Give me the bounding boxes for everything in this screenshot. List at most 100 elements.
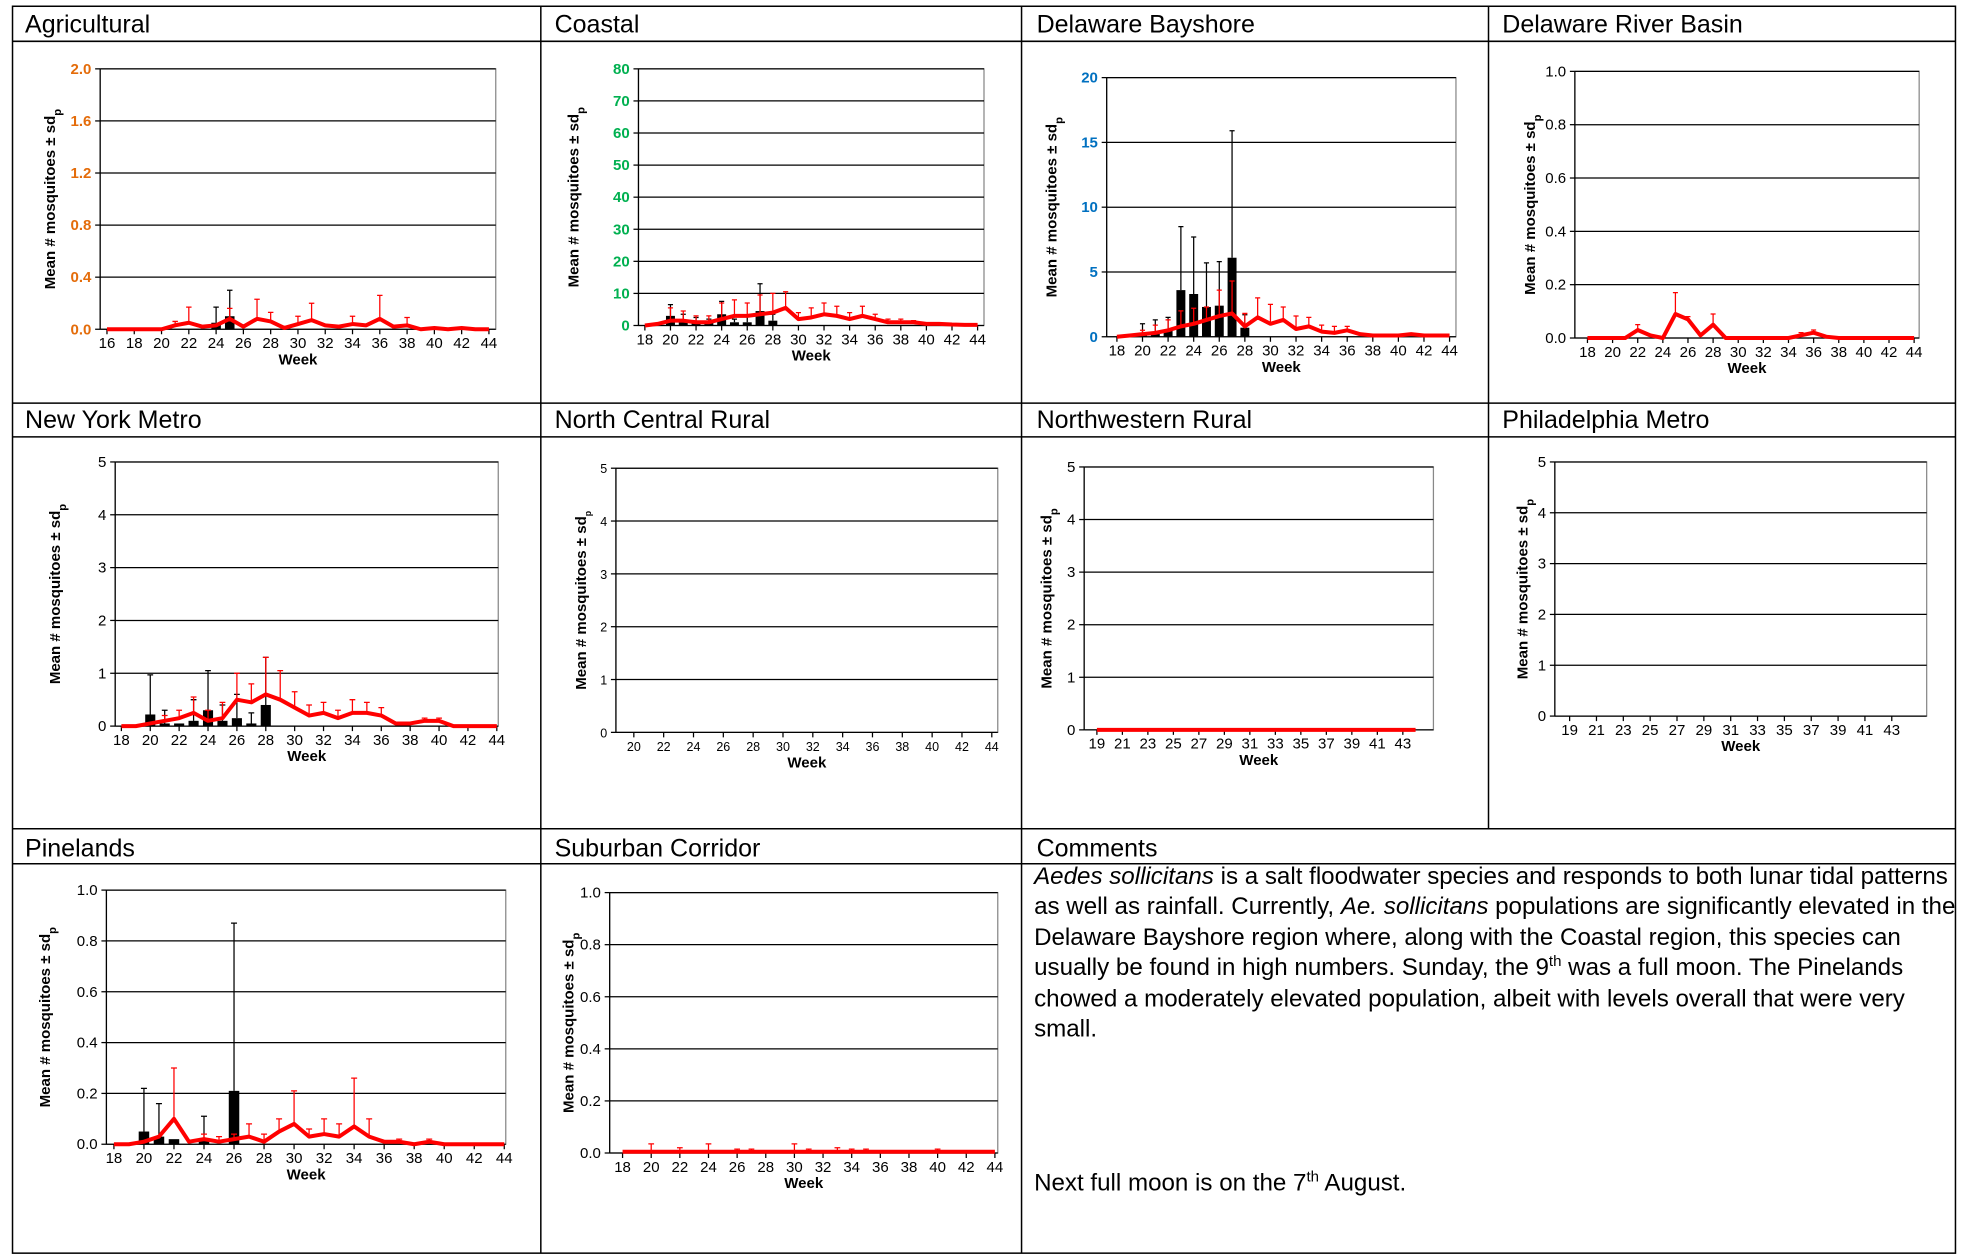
- x-tick-label: 18: [113, 732, 130, 749]
- line-error: [1280, 306, 1286, 320]
- y-tick-label: 3: [1067, 564, 1075, 581]
- bar: [174, 723, 185, 727]
- bar: [1214, 305, 1224, 337]
- x-axis-title: Week: [1262, 359, 1302, 376]
- x-tick-label: 26: [1211, 343, 1228, 360]
- comment-text: is a salt floodwater species and respond…: [1034, 863, 1948, 921]
- y-axis-title-text: Mean # mosquitoes ± sd: [1522, 121, 1539, 294]
- y-tick-label: 1.2: [71, 165, 92, 182]
- x-tick-label: 32: [317, 335, 334, 352]
- x-tick-label: 35: [1293, 736, 1310, 753]
- line-error: [377, 294, 383, 319]
- x-tick-label: 30: [1730, 344, 1747, 361]
- line-error: [186, 306, 192, 323]
- x-tick-label: 18: [614, 1159, 631, 1176]
- x-tick-label: 28: [764, 331, 781, 348]
- y-tick-label: 0.2: [1545, 277, 1566, 294]
- x-tick-label: 22: [180, 335, 197, 352]
- plot-frame: [105, 889, 507, 1145]
- comment-text: th: [1306, 1167, 1319, 1186]
- x-tick-label: 42: [1881, 344, 1898, 361]
- x-tick-label: 42: [958, 1159, 975, 1176]
- x-tick-label: 25: [1165, 736, 1182, 753]
- line-error: [277, 670, 284, 700]
- x-tick-label: 36: [1339, 343, 1356, 360]
- line-error: [1191, 307, 1197, 324]
- x-tick-label: 28: [1237, 343, 1254, 360]
- x-tick-label: 26: [229, 732, 246, 749]
- y-tick-label: 0: [1538, 708, 1546, 725]
- y-tick-label: 0.0: [77, 1136, 98, 1153]
- y-tick-label: 0: [1090, 329, 1098, 346]
- y-tick-label: 0.0: [580, 1145, 601, 1162]
- x-tick-label: 36: [373, 732, 390, 749]
- y-tick-label: 5: [600, 462, 607, 476]
- x-tick-label: 34: [1313, 343, 1330, 360]
- y-axis-title: Mean # mosquitoes ± sdp: [1514, 499, 1536, 679]
- y-tick-label: 80: [613, 61, 630, 78]
- bar: [755, 311, 765, 326]
- comment-text: th: [1548, 952, 1562, 970]
- y-axis-title-text: Mean # mosquitoes ± sd: [560, 940, 577, 1113]
- plot-frame: [1083, 466, 1435, 731]
- y-axis-title-subscript: p: [47, 927, 59, 934]
- bar-error: [1178, 225, 1184, 291]
- x-tick-label: 26: [739, 331, 756, 348]
- line-error: [667, 307, 674, 321]
- x-tick-label: 42: [453, 335, 470, 352]
- y-tick-label: 3: [1538, 556, 1546, 573]
- y-tick-label: 3: [600, 568, 607, 582]
- line-error: [351, 1077, 358, 1127]
- x-tick-label: 38: [1364, 343, 1381, 360]
- chart-title: New York Metro: [25, 406, 202, 434]
- bar: [217, 720, 228, 727]
- x-tick-label: 34: [346, 1150, 363, 1167]
- x-tick-label: 40: [1856, 344, 1873, 361]
- y-tick-label: 0.0: [1545, 330, 1566, 347]
- plot-frame: [114, 461, 499, 727]
- x-tick-label: 29: [1216, 736, 1233, 753]
- y-axis-title-subscript: p: [57, 504, 69, 511]
- x-tick-label: 41: [1369, 736, 1386, 753]
- line: [121, 692, 497, 729]
- x-tick-label: 26: [1680, 344, 1697, 361]
- y-tick-label: 2: [98, 612, 106, 629]
- y-tick-label: 1: [1538, 657, 1546, 674]
- y-tick-label: 0.2: [77, 1085, 98, 1102]
- y-tick-label: 1.0: [1545, 63, 1566, 80]
- y-axis-title-subscript: p: [583, 511, 593, 516]
- x-tick-label: 42: [955, 740, 969, 754]
- x-tick-label: 30: [286, 732, 303, 749]
- line: [106, 316, 489, 332]
- x-tick-label: 32: [1755, 344, 1772, 361]
- y-tick-label: 10: [613, 285, 630, 302]
- bar: [138, 1131, 150, 1145]
- x-tick-label: 33: [1749, 722, 1766, 739]
- y-tick-label: 5: [1538, 454, 1546, 471]
- comment-text: Next full moon is on the 7: [1034, 1170, 1307, 1197]
- chart-title: Delaware Bayshore: [1037, 11, 1255, 39]
- bar: [678, 320, 688, 326]
- x-axis-title: Week: [1239, 752, 1279, 769]
- x-tick-label: 38: [901, 1159, 918, 1176]
- y-axis-title: Mean # mosquitoes ± sdp: [565, 107, 587, 287]
- y-tick-label: 5: [1090, 264, 1098, 281]
- y-tick-label: 2: [600, 621, 607, 635]
- bar-error: [770, 313, 776, 321]
- x-tick-label: 22: [171, 732, 188, 749]
- y-axis-title-subscript: p: [1049, 508, 1061, 515]
- bar: [246, 723, 257, 727]
- x-tick-label: 18: [1579, 344, 1596, 361]
- x-tick-label: 24: [208, 335, 225, 352]
- x-tick-label: 38: [892, 331, 909, 348]
- y-tick-label: 0.0: [71, 321, 92, 338]
- x-tick-label: 21: [1114, 736, 1131, 753]
- y-tick-label: 70: [613, 93, 630, 110]
- y-tick-label: 4: [1067, 512, 1075, 529]
- x-tick-label: 38: [895, 740, 909, 754]
- x-axis-title: Week: [1728, 360, 1768, 377]
- line-error: [366, 1118, 373, 1137]
- x-tick-label: 44: [496, 1150, 513, 1167]
- x-axis-title: Week: [278, 351, 318, 368]
